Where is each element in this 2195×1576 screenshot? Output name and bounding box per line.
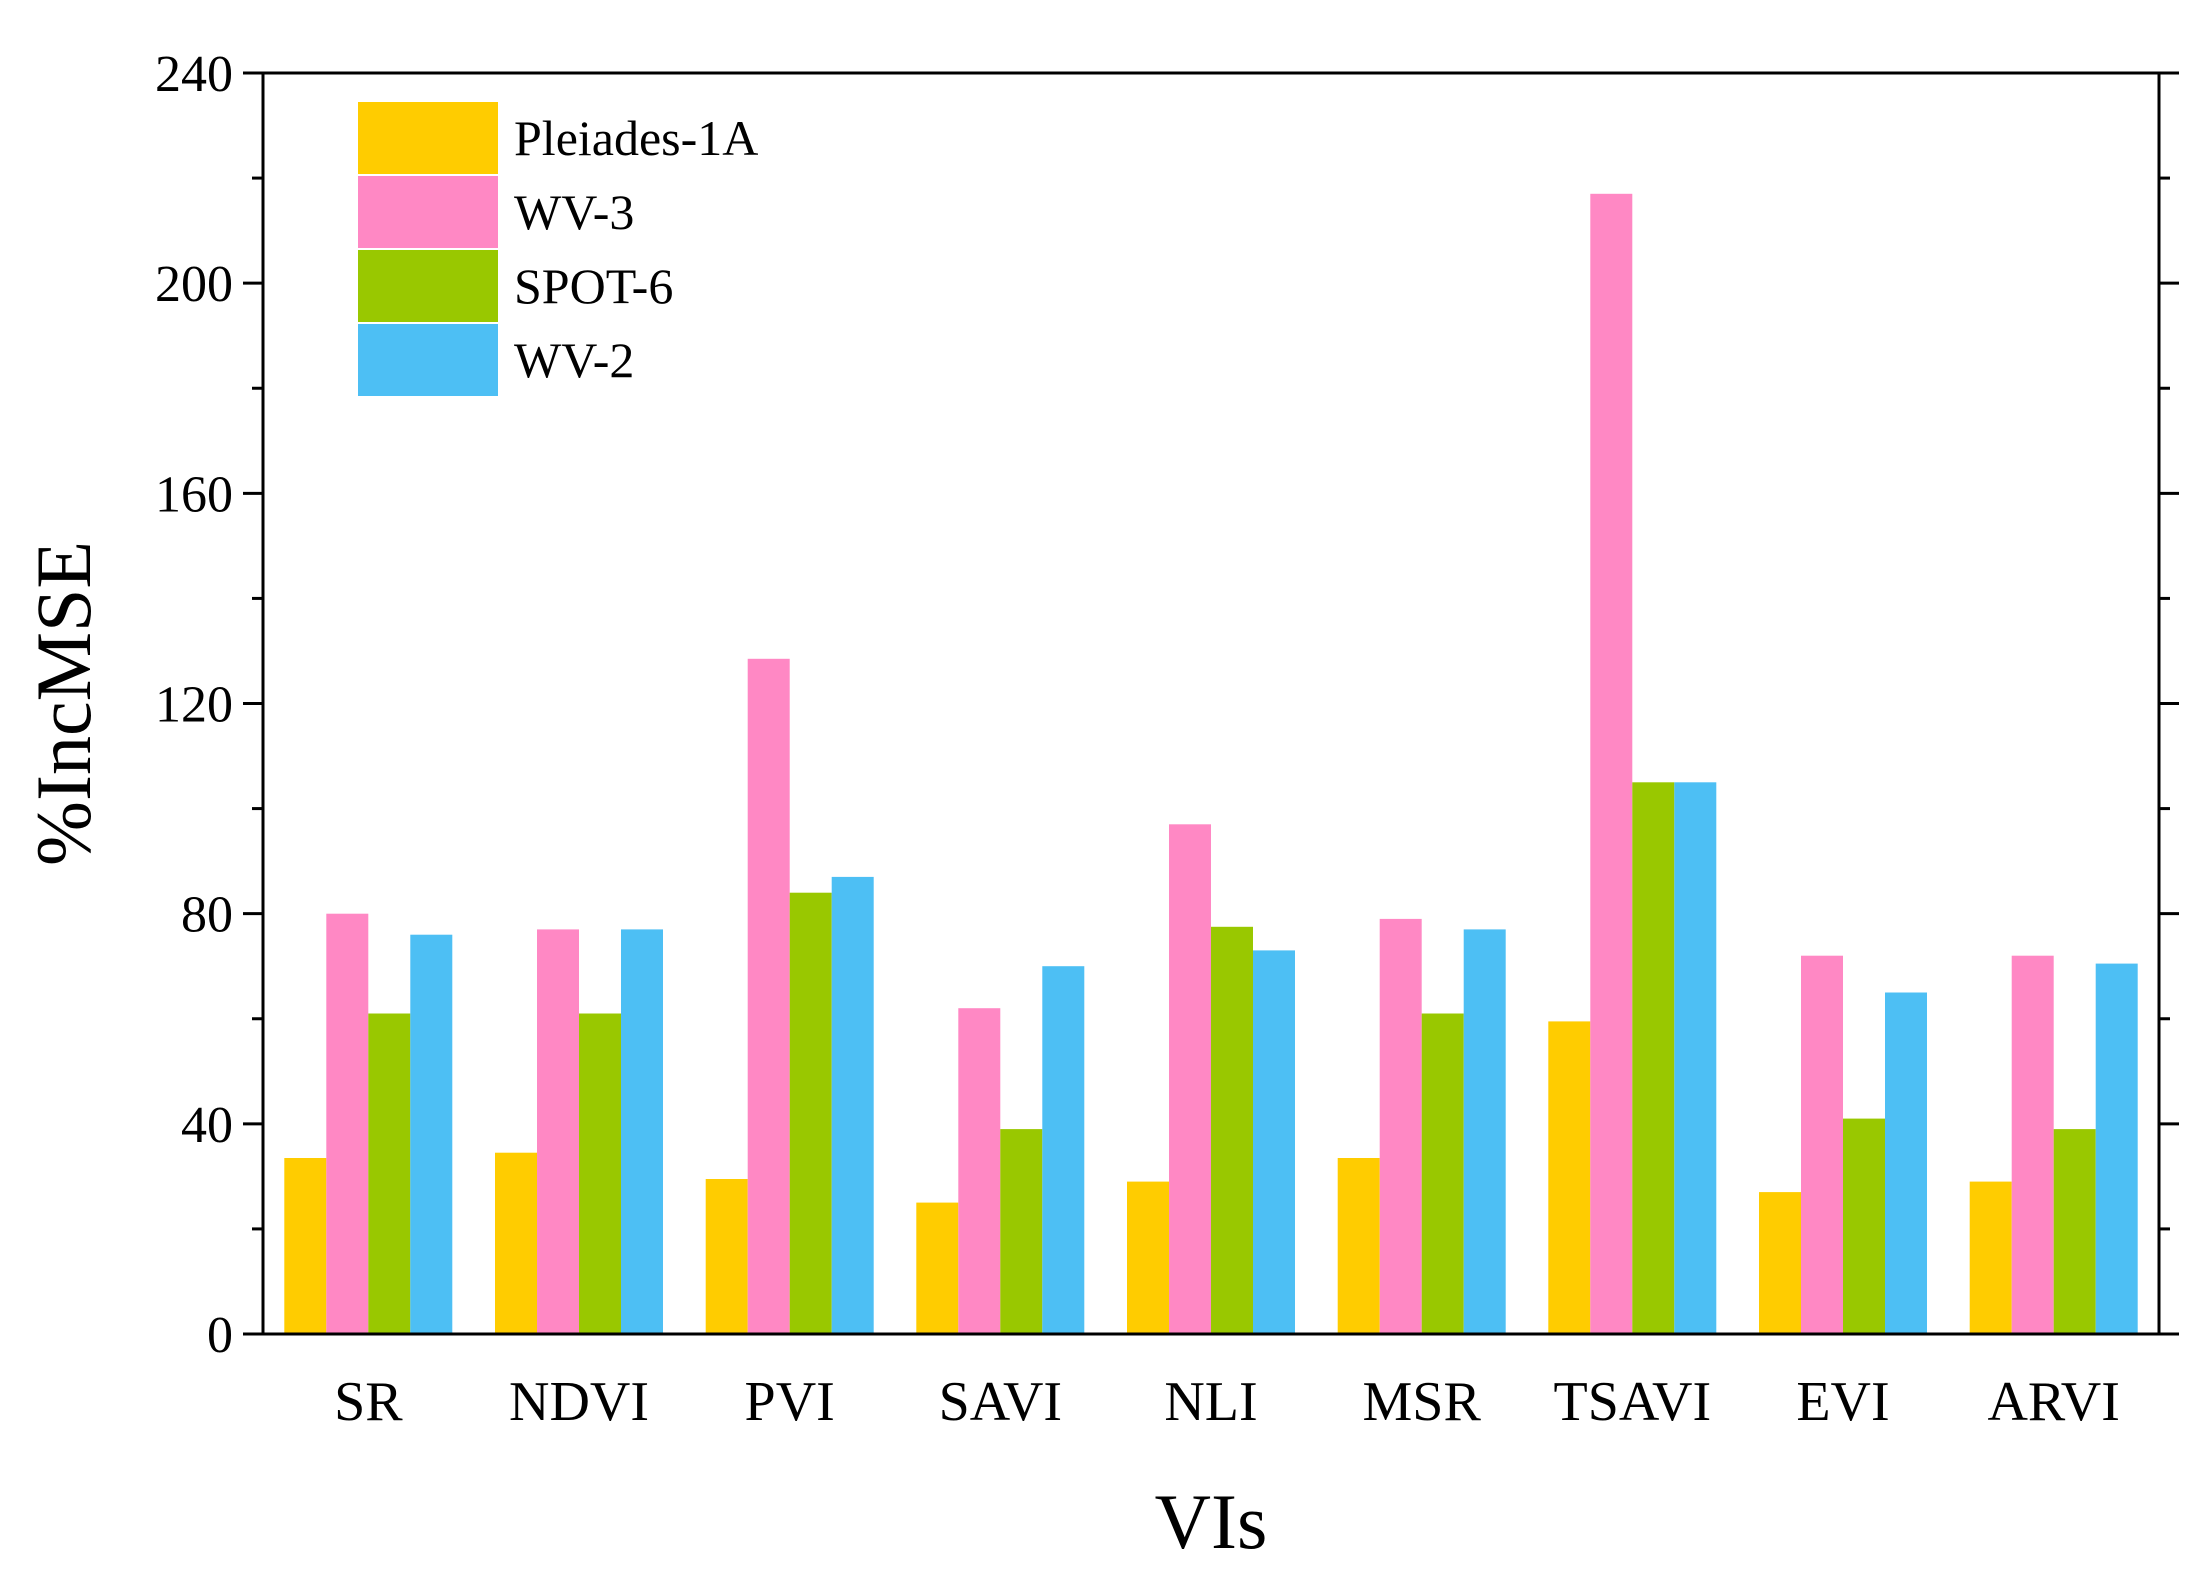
legend-label: WV-3 [514, 184, 634, 240]
legend-label: WV-2 [514, 332, 634, 388]
bar-wv-3-msr [1379, 918, 1422, 1334]
bar-wv-3-arvi [2011, 955, 2054, 1334]
bar-wv-3-sr [326, 913, 369, 1334]
y-tick-label: 200 [155, 256, 233, 313]
bar-pleiades-1a-savi [916, 1202, 959, 1334]
legend: Pleiades-1A WV-3 SPOT-6 WV-2 [358, 102, 758, 396]
bar-wv-3-ndvi [537, 929, 579, 1334]
bar-wv-2-ndvi [621, 929, 663, 1334]
x-axis-title: VIs [1155, 1478, 1268, 1565]
y-tick-label: 160 [155, 466, 233, 523]
bar-pleiades-1a-msr [1337, 1158, 1380, 1334]
plot-frame [261, 71, 2161, 1336]
legend-swatch [358, 176, 498, 248]
bar-wv-2-pvi [831, 876, 874, 1334]
bar-spot-6-evi [1843, 1118, 1885, 1334]
bar-pleiades-1a-evi [1759, 1192, 1801, 1334]
bar-pleiades-1a-sr [284, 1158, 327, 1334]
bar-spot-6-savi [1000, 1129, 1043, 1334]
x-category-label: NDVI [509, 1371, 649, 1433]
legend-swatch [358, 250, 498, 322]
y-tick-label: 120 [155, 677, 233, 734]
legend-label: SPOT-6 [514, 258, 673, 314]
bar-wv-2-tsavi [1674, 782, 1717, 1334]
bar-wv-3-savi [958, 1008, 1001, 1334]
legend-label: Pleiades-1A [514, 110, 758, 166]
legend-swatch [358, 324, 498, 396]
y-tick-label: 240 [155, 46, 233, 103]
bar-pleiades-1a-tsavi [1548, 1021, 1591, 1334]
bar-wv-3-nli [1169, 824, 1211, 1334]
bar-pleiades-1a-pvi [705, 1179, 748, 1334]
x-axis: SR NDVI PVI SAVI NLI MSR TSAVI EVI ARVI [334, 1371, 2120, 1433]
x-category-label: PVI [745, 1371, 835, 1433]
y-axis-title: %IncMSE [20, 541, 107, 866]
bar-spot-6-ndvi [579, 1013, 621, 1334]
bar-wv-3-evi [1801, 955, 1843, 1334]
x-category-label: EVI [1796, 1371, 1889, 1433]
bar-wv-3-tsavi [1590, 193, 1633, 1334]
y-tick-label: 40 [181, 1097, 233, 1154]
x-category-label: NLI [1164, 1371, 1257, 1433]
bar-wv-2-evi [1885, 992, 1927, 1334]
bar-pleiades-1a-ndvi [495, 1152, 537, 1334]
x-category-label: MSR [1363, 1371, 1482, 1433]
bar-wv-2-savi [1042, 966, 1085, 1334]
bar-pleiades-1a-arvi [1969, 1181, 2012, 1334]
bar-wv-2-sr [410, 934, 453, 1334]
bar-wv-2-nli [1253, 950, 1295, 1334]
bar-spot-6-arvi [2053, 1129, 2096, 1334]
y-tick-label: 0 [207, 1307, 233, 1364]
bar-wv-2-msr [1463, 929, 1506, 1334]
bar-spot-6-pvi [789, 892, 832, 1334]
x-category-label: TSAVI [1553, 1371, 1711, 1433]
y-tick-label: 80 [181, 887, 233, 944]
bar-spot-6-sr [368, 1013, 411, 1334]
bar-wv-3-pvi [747, 658, 790, 1334]
bar-pleiades-1a-nli [1127, 1181, 1169, 1334]
y-axis: 0 40 80 120 160 200 240 [155, 46, 2179, 1364]
x-category-label: SAVI [939, 1371, 1062, 1433]
bar-wv-2-arvi [2095, 963, 2138, 1334]
x-category-label: ARVI [1987, 1371, 2119, 1433]
legend-swatch [358, 102, 498, 174]
bars-layer [284, 193, 2138, 1334]
bar-spot-6-tsavi [1632, 782, 1675, 1334]
bar-spot-6-msr [1421, 1013, 1464, 1334]
bar-spot-6-nli [1211, 926, 1253, 1334]
x-category-label: SR [334, 1371, 403, 1433]
